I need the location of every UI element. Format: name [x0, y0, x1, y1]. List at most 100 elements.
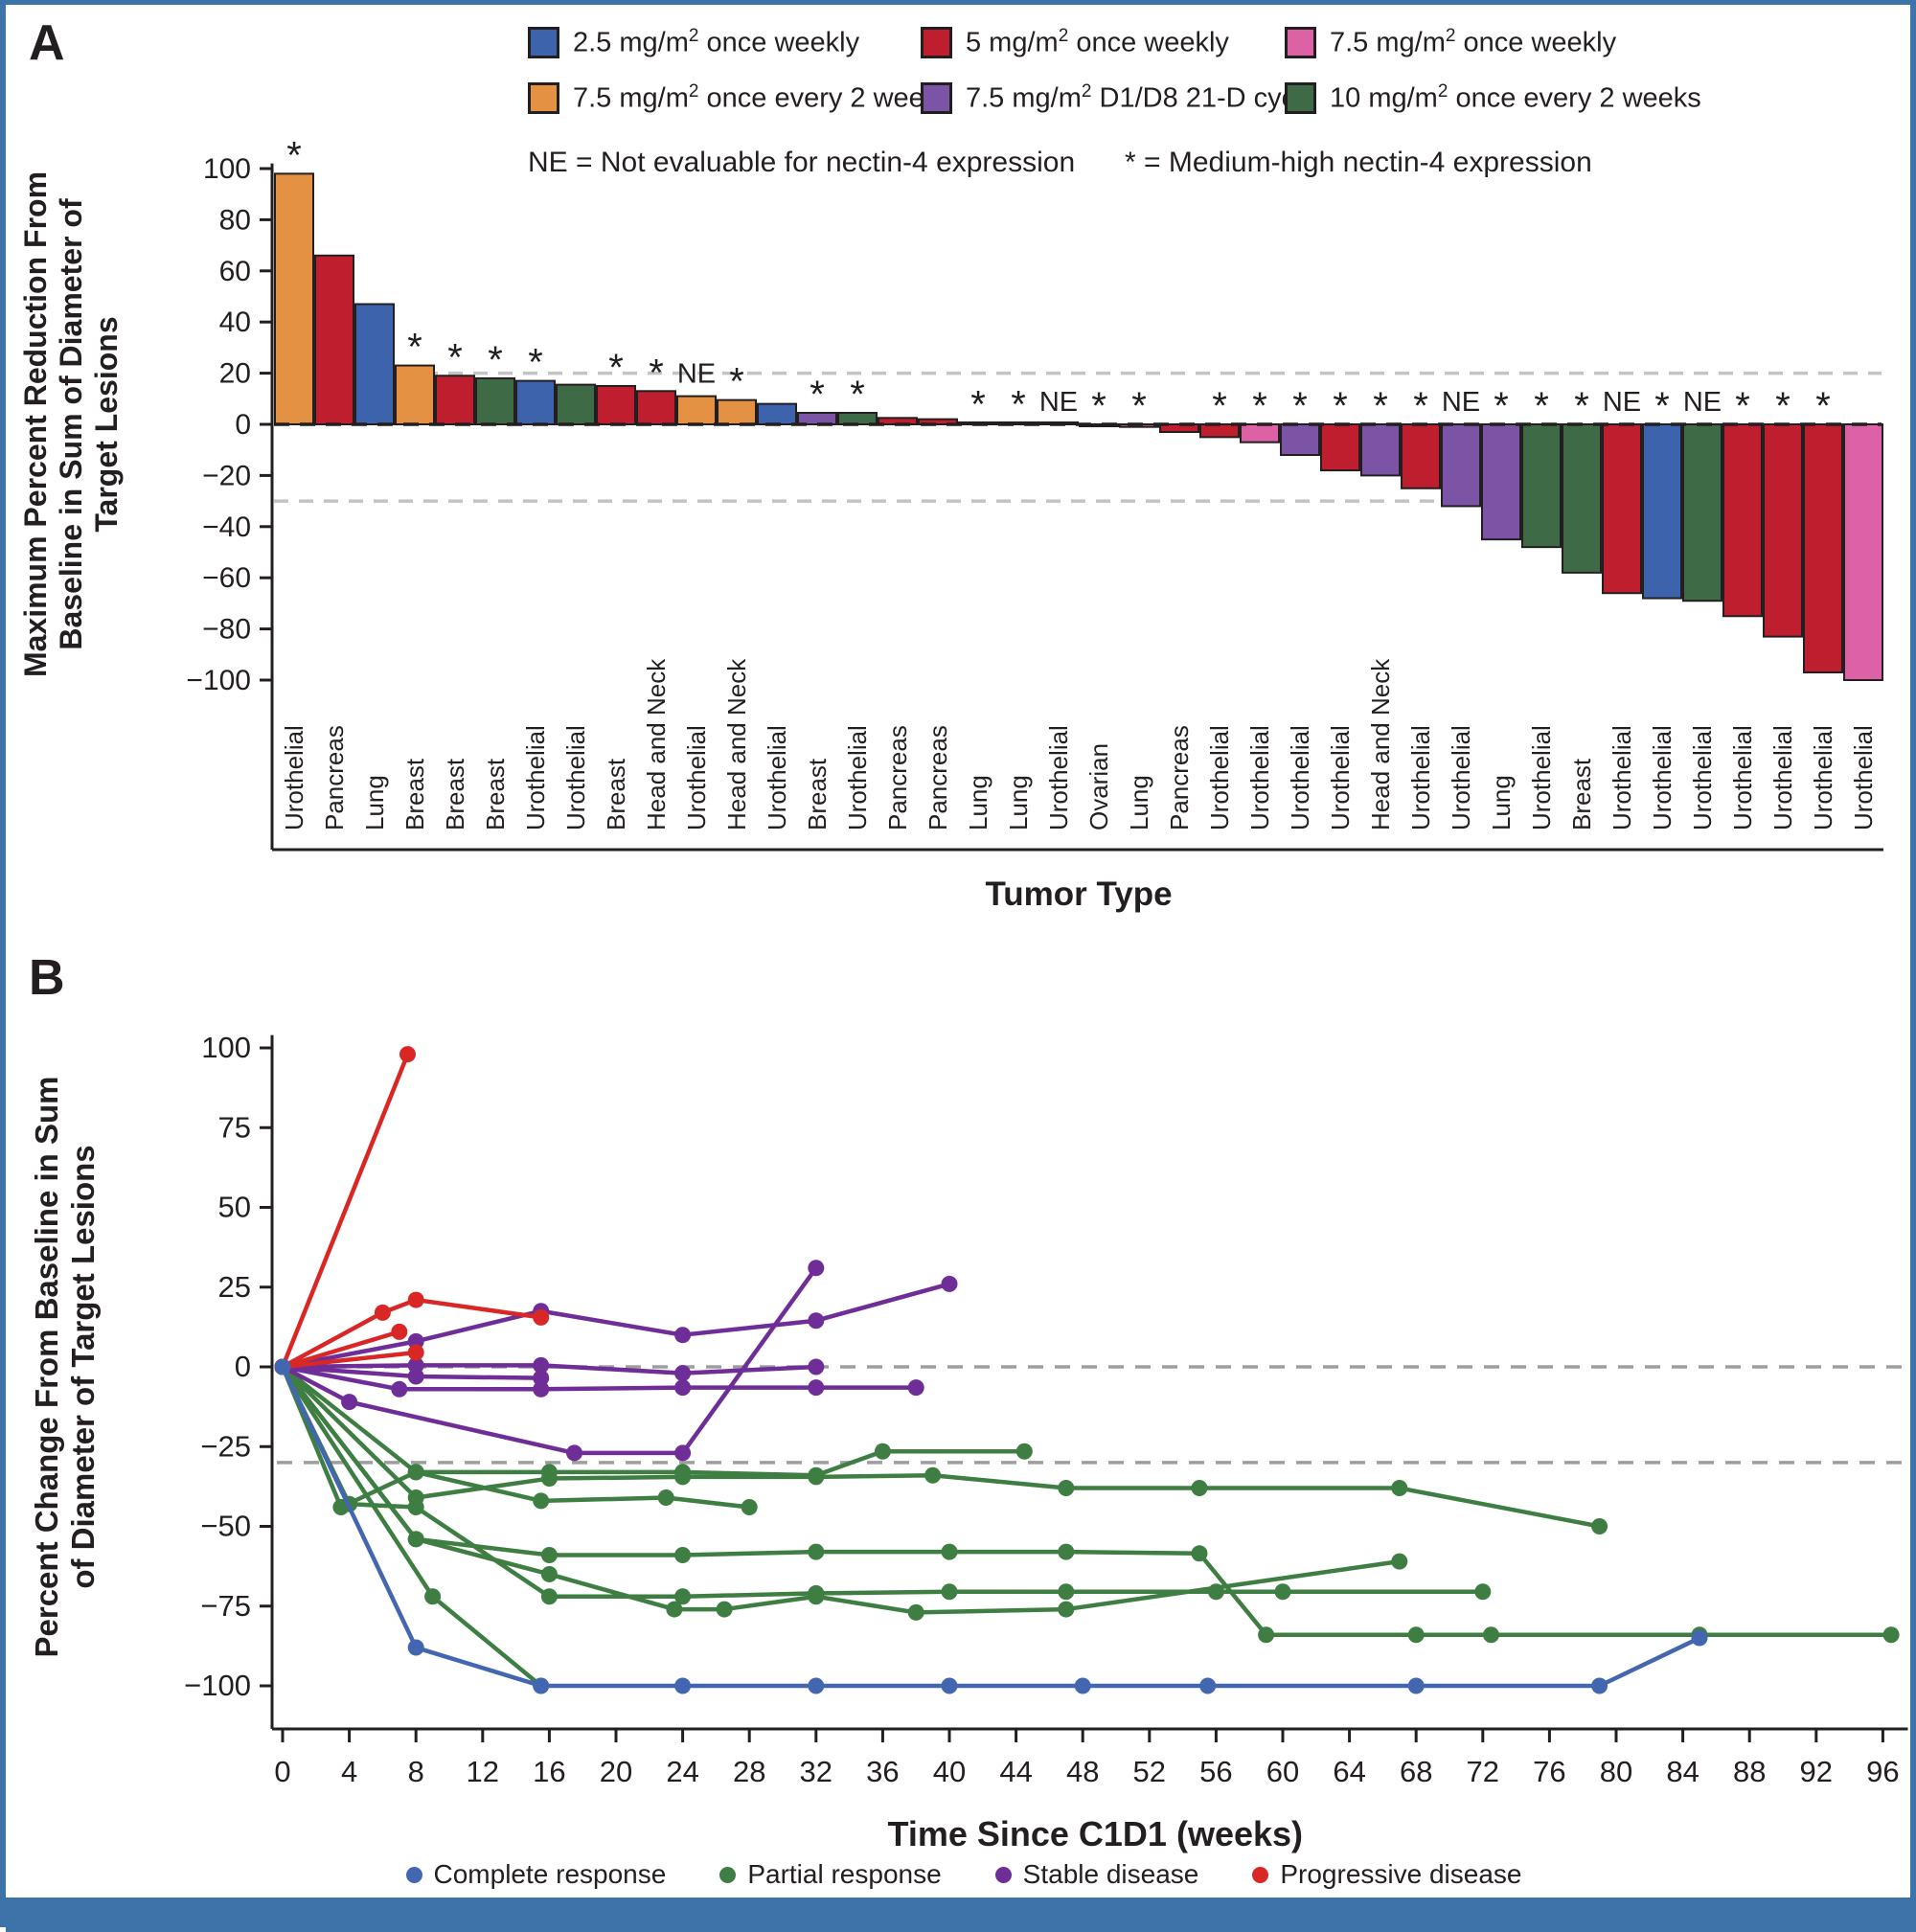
panel-a-y-label: Target Lesions	[89, 316, 124, 532]
bar-tumor-label: Urothelial	[1245, 725, 1274, 830]
waterfall-bar	[676, 395, 717, 426]
data-point	[907, 1379, 924, 1397]
response-legend-item: Stable disease	[994, 1859, 1198, 1890]
data-point	[666, 1601, 683, 1618]
data-point	[1391, 1553, 1408, 1570]
data-point	[1391, 1480, 1408, 1497]
bar-tumor-label: Breast	[803, 758, 832, 830]
y-tick-label: 75	[218, 1110, 251, 1144]
waterfall-bar	[1320, 423, 1360, 472]
waterfall-bar	[1682, 423, 1722, 602]
x-tick-label: 88	[1733, 1755, 1766, 1788]
y-tick-label: −20	[202, 460, 251, 491]
legend-label: 10 mg/m2 once every 2 weeks	[1330, 81, 1701, 114]
y-tick-label: 0	[235, 409, 251, 441]
x-tick-label: 32	[800, 1755, 833, 1788]
legend-dot	[719, 1866, 737, 1883]
dose-legend-item: 2.5 mg/m2 once weekly	[528, 26, 859, 59]
panel-b-x-label: Time Since C1D1 (weeks)	[887, 1814, 1303, 1853]
data-point	[1483, 1626, 1499, 1644]
waterfall-bar	[274, 172, 314, 425]
data-point	[674, 1546, 692, 1563]
response-legend-item: Progressive disease	[1252, 1859, 1521, 1890]
legend-swatch	[528, 81, 559, 114]
legend-label: Complete response	[433, 1859, 667, 1889]
waterfall-bar	[1642, 423, 1682, 600]
waterfall-bar	[1763, 423, 1803, 638]
y-tick-label: −80	[202, 614, 251, 646]
data-point	[533, 1380, 550, 1398]
nectin-marker-star: *	[1212, 385, 1227, 427]
data-point	[941, 1677, 958, 1694]
data-point	[716, 1601, 733, 1618]
y-tick-label: −50	[200, 1510, 251, 1543]
data-point	[1407, 1677, 1425, 1694]
bar-tumor-label: Breast	[400, 758, 429, 830]
waterfall-bar	[717, 398, 757, 426]
x-tick-label: 92	[1800, 1755, 1833, 1788]
data-point	[1591, 1677, 1608, 1694]
y-tick-label: 20	[219, 358, 251, 390]
bar-tumor-label: Urothelial	[763, 725, 791, 830]
nectin-marker-ne: NE	[1683, 387, 1722, 418]
bar-tumor-label: Urothelial	[1406, 725, 1435, 830]
waterfall-bar	[757, 402, 797, 426]
panel-b-label: B	[29, 950, 65, 1006]
y-tick-label: 60	[219, 256, 251, 287]
bar-tumor-label: Urothelial	[1849, 725, 1878, 830]
waterfall-bar	[475, 376, 515, 426]
data-point	[407, 1332, 424, 1350]
panel-b-y-label: of Diameter of Target Lesions	[65, 1145, 101, 1588]
response-line	[280, 1265, 819, 1456]
data-point	[540, 1565, 558, 1582]
data-point	[1207, 1583, 1224, 1601]
data-point	[407, 1368, 424, 1385]
x-tick-label: 12	[467, 1755, 499, 1788]
waterfall-bar	[314, 254, 354, 425]
nectin-marker-star: *	[1333, 385, 1348, 427]
data-point	[874, 1443, 891, 1460]
nectin-marker-star: *	[1413, 385, 1428, 427]
bar-tumor-label: Breast	[481, 758, 510, 830]
bar-tumor-label: Breast	[1567, 758, 1596, 830]
legend-swatch	[921, 81, 952, 114]
dose-legend-item: 5 mg/m2 once weekly	[921, 26, 1229, 59]
y-tick-label: 80	[219, 204, 251, 236]
response-line	[280, 1297, 543, 1370]
bar-tumor-label: Urothelial	[1608, 725, 1636, 830]
data-point	[1074, 1677, 1091, 1694]
waterfall-bar	[1441, 423, 1481, 508]
data-point	[540, 1470, 558, 1488]
y-tick-label: 40	[219, 307, 251, 338]
x-tick-label: 0	[274, 1755, 290, 1788]
waterfall-bar	[1843, 423, 1883, 681]
data-point	[407, 1464, 424, 1481]
legend-label: 7.5 mg/m2 once weekly	[1330, 26, 1617, 58]
nectin-marker-star: *	[1735, 385, 1750, 427]
nectin-marker-star: *	[608, 347, 624, 389]
legend-label: 2.5 mg/m2 once weekly	[573, 26, 860, 58]
x-tick-label: 16	[533, 1755, 565, 1788]
x-tick-label: 64	[1333, 1755, 1365, 1788]
nectin-marker-star: *	[1574, 385, 1589, 427]
response-legend-item: Partial response	[719, 1859, 942, 1890]
data-point	[533, 1308, 550, 1326]
bar-tumor-label: Urothelial	[280, 725, 308, 830]
data-point	[407, 1639, 424, 1656]
bar-tumor-label: Urothelial	[1728, 725, 1757, 830]
data-point	[540, 1546, 558, 1563]
x-tick-label: 56	[1199, 1755, 1232, 1788]
data-point	[808, 1358, 825, 1375]
data-point	[1015, 1443, 1033, 1460]
waterfall-bar	[918, 418, 958, 426]
x-tick-label: 40	[933, 1755, 966, 1788]
data-point	[1474, 1583, 1492, 1601]
nectin-marker-star: *	[1091, 385, 1106, 427]
waterfall-bar	[354, 303, 395, 426]
panel-a-label: A	[29, 15, 65, 71]
data-point	[399, 1046, 416, 1063]
nectin-marker-star: *	[810, 374, 825, 416]
data-point	[941, 1583, 958, 1601]
data-point	[808, 1379, 825, 1397]
legend-swatch	[1285, 26, 1316, 58]
